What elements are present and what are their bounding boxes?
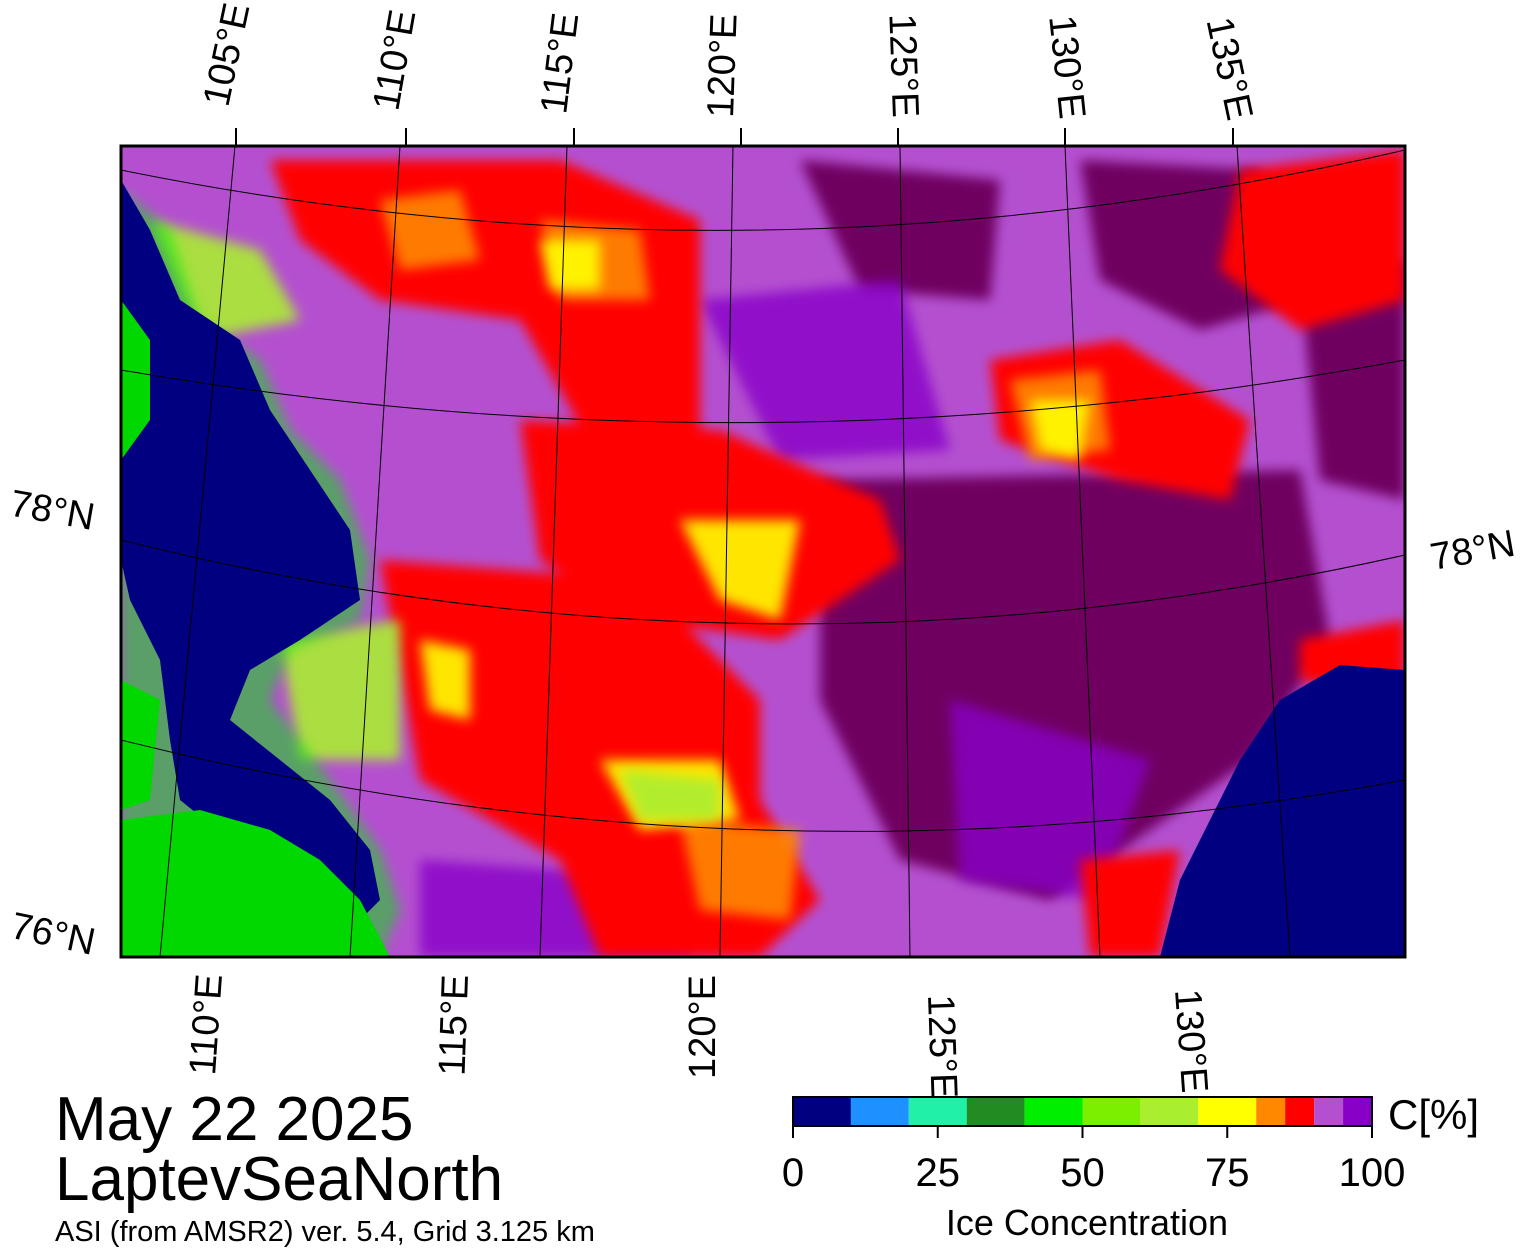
colorbar-segment [793, 1097, 851, 1126]
colorbar-segment [1314, 1097, 1344, 1126]
colorbar-segment [1198, 1097, 1257, 1126]
colorbar: 0 25 50 75 100 [782, 1096, 1406, 1195]
colorbar-segment [1343, 1097, 1372, 1126]
colorbar-title: Ice Concentration [946, 1202, 1228, 1243]
colorbar-segment [966, 1097, 1025, 1126]
longitude-label: 110°E [366, 7, 425, 114]
longitude-label: 125°E [919, 994, 965, 1099]
date: May 22 2025 [55, 1085, 413, 1154]
longitude-label: 120°E [700, 13, 746, 118]
colorbar-tick-label: 100 [1339, 1151, 1406, 1195]
colorbar-segment [1140, 1097, 1199, 1126]
longitude-label: 115°E [533, 11, 587, 116]
latitude-label: 78°N [7, 483, 98, 539]
colorbar-segment [1082, 1097, 1141, 1126]
colorbar-unit: C[%] [1388, 1091, 1479, 1138]
latitude-label: 76°N [7, 905, 99, 964]
source: ASI (from AMSR2) ver. 5.4, Grid 3.125 km [55, 1216, 595, 1248]
colorbar-segment [1256, 1097, 1286, 1126]
longitude-label: 125°E [880, 13, 926, 118]
colorbar-segment [1285, 1097, 1315, 1126]
region: LaptevSeaNorth [55, 1145, 503, 1214]
longitude-label: 135°E [1198, 13, 1261, 123]
colorbar-tick-label: 0 [782, 1151, 804, 1195]
longitude-label: 105°E [196, 0, 259, 110]
map-frame [119, 144, 1407, 959]
longitude-label: 120°E [682, 975, 724, 1079]
colorbar-segment [908, 1097, 967, 1126]
longitude-label: 130°E [1040, 13, 1093, 121]
longitude-label: 115°E [431, 974, 477, 1077]
colorbar-tick-label: 25 [916, 1151, 961, 1195]
colorbar-tick-label: 75 [1205, 1151, 1250, 1195]
latitude-label: 78°N [1427, 523, 1518, 579]
longitude-label: 110°E [182, 973, 231, 1077]
ice-map [121, 146, 1405, 957]
colorbar-tick-label: 50 [1060, 1151, 1105, 1195]
colorbar-segment [850, 1097, 909, 1126]
longitude-label: 130°E [1166, 988, 1215, 1095]
colorbar-segment [1024, 1097, 1083, 1126]
